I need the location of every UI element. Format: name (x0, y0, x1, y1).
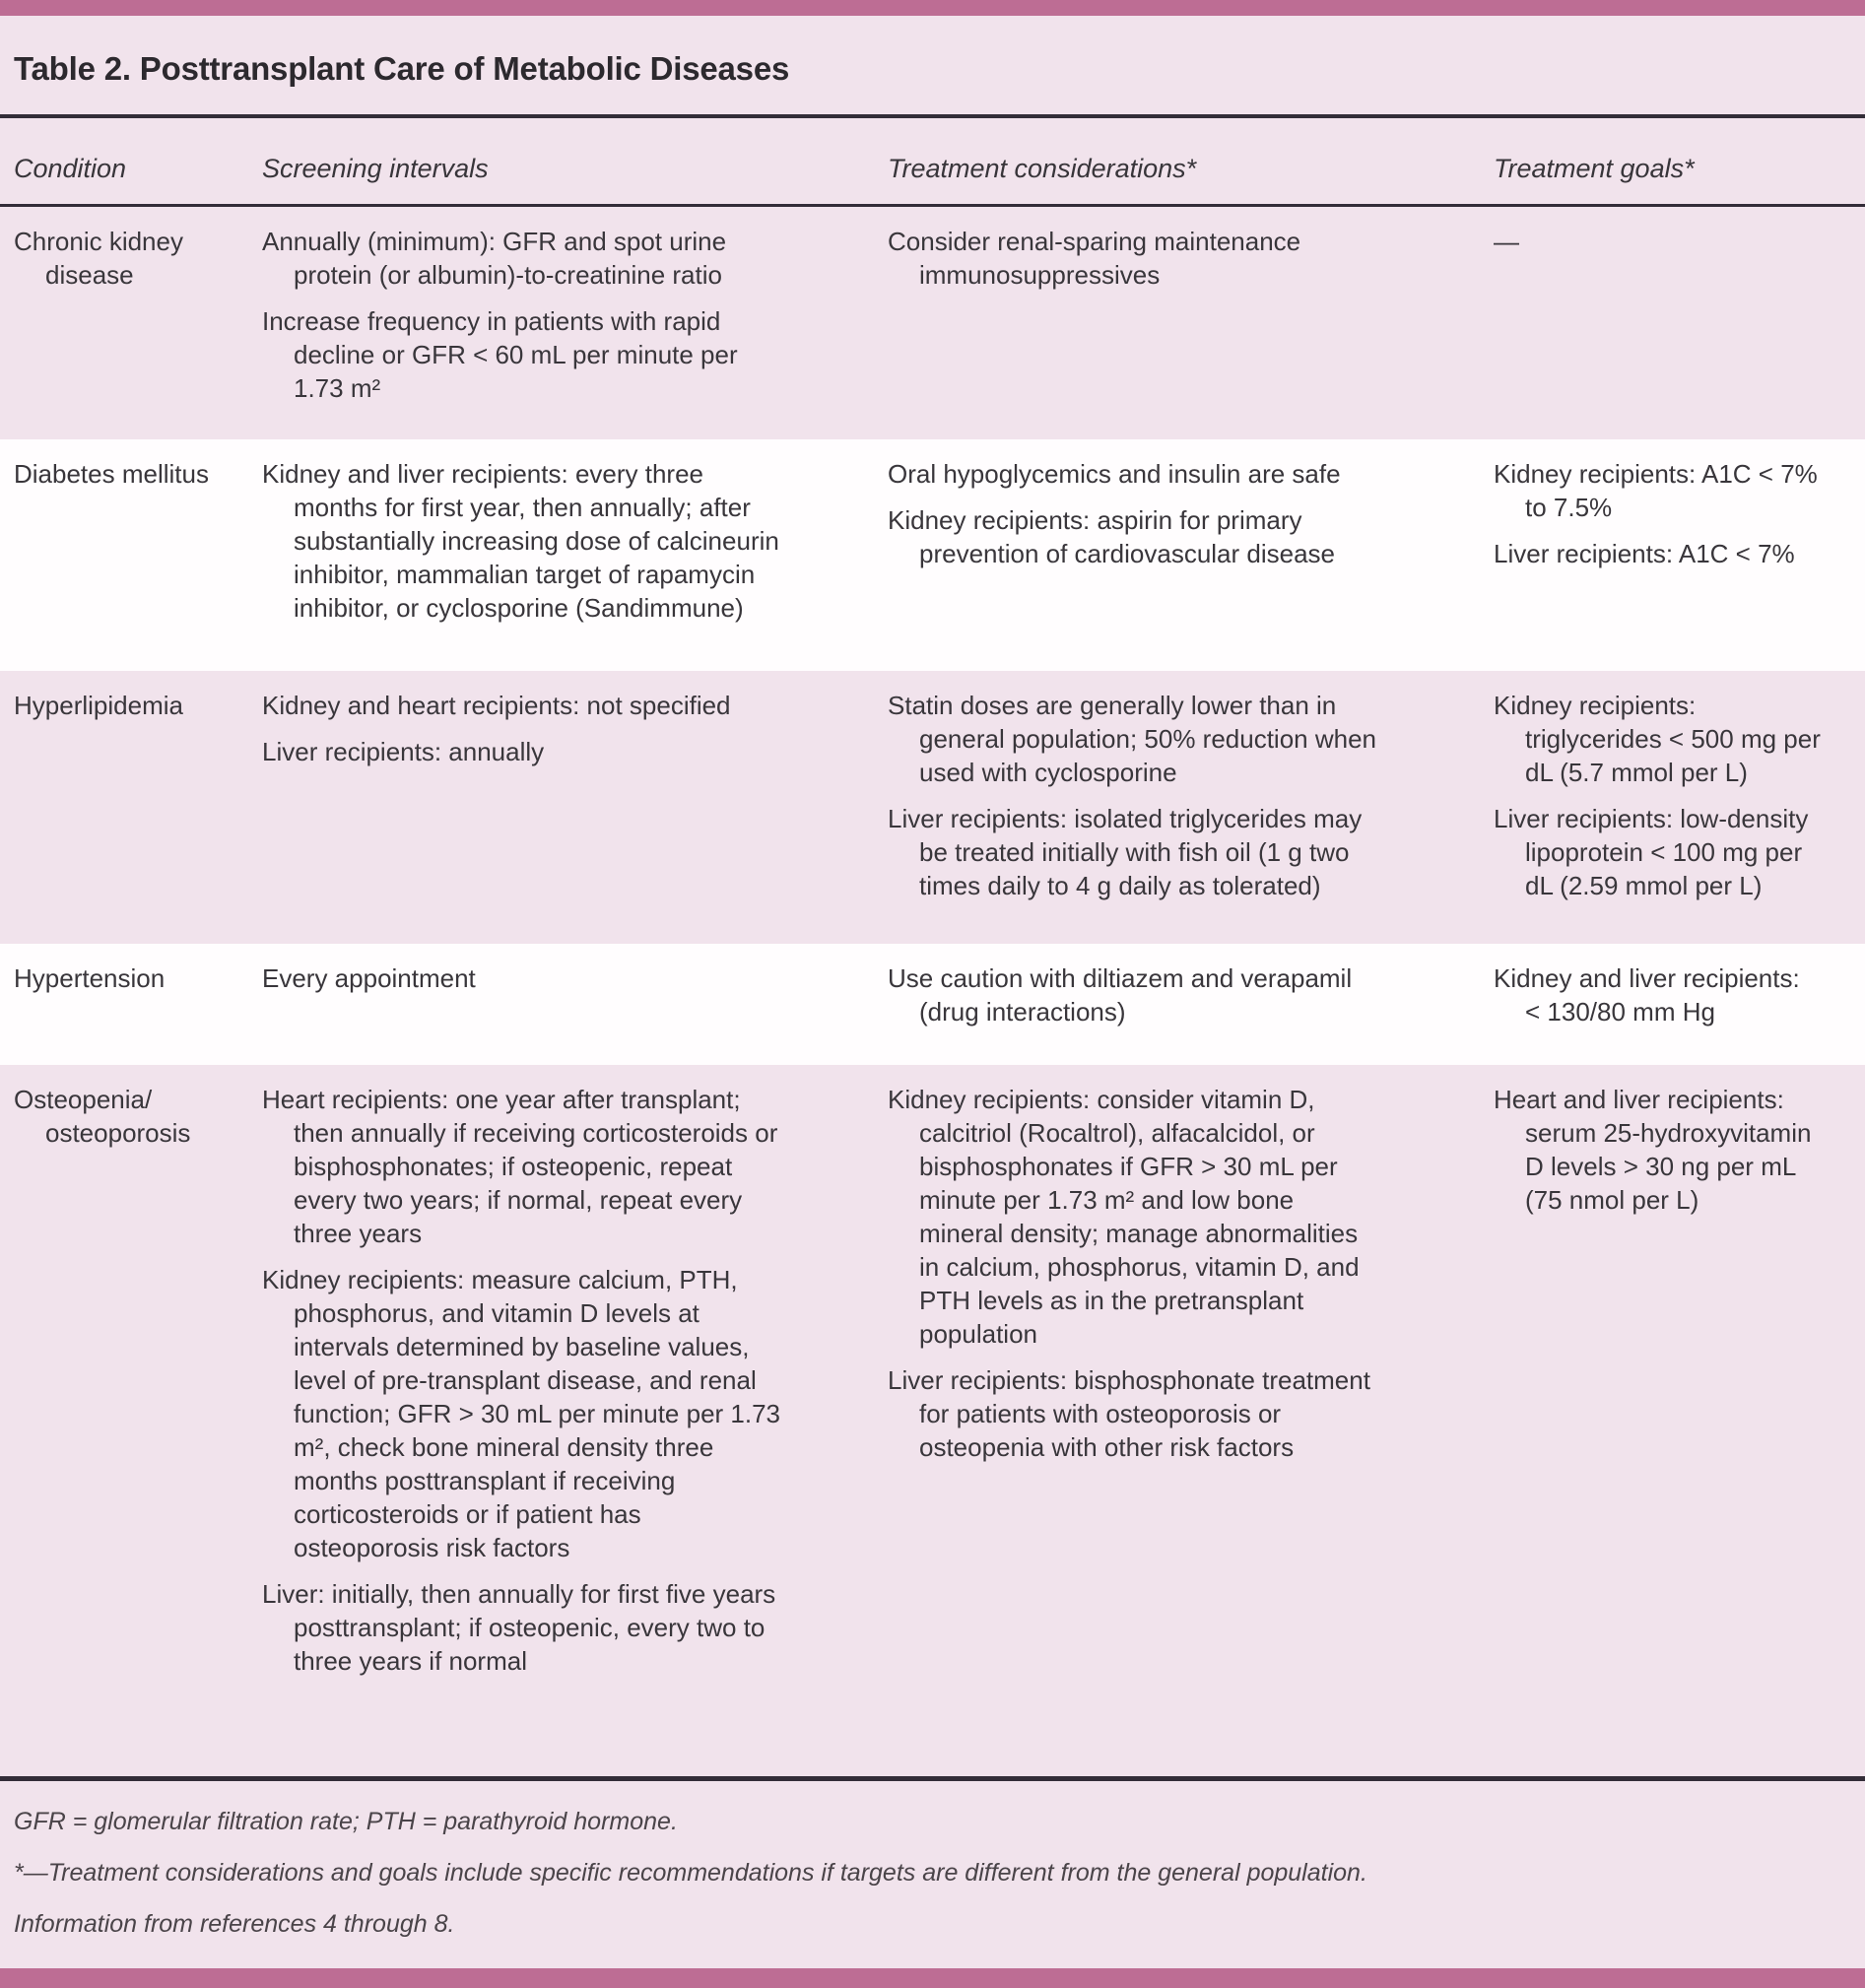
footnotes: GFR = glomerular filtration rate; PTH = … (0, 1781, 1865, 1970)
table-row-chronic-kidney-disease: Chronic kidney disease Annually (minimum… (0, 207, 1865, 439)
cell-screening-intervals: Kidney and heart recipients: not specifi… (262, 671, 888, 944)
cell-paragraph: Liver recipients: annually (262, 737, 545, 766)
cell-treatment-goals: — (1494, 207, 1857, 439)
condition-label: Osteopenia/​osteoporosis (14, 1085, 191, 1148)
condition-label: Diabetes mellitus (14, 459, 209, 489)
cell-condition: Hyperlipidemia (14, 671, 262, 944)
condition-label: Hyperlipidemia (14, 691, 183, 720)
top-accent-bar (0, 0, 1865, 16)
cell-treatment-goals: Kidney recipients: triglycerides < 500 m… (1494, 671, 1857, 944)
cell-screening-intervals: Heart recipients: one year after transpl… (262, 1065, 888, 1776)
title-divider (0, 114, 1865, 118)
cell-paragraph: Heart and liver recipients: serum 25-hyd… (1494, 1085, 1812, 1215)
cell-paragraph: Kidney recipients: aspirin for primary p… (888, 505, 1336, 568)
condition-label: Hypertension (14, 963, 166, 993)
table-row-hypertension: Hypertension Every appointment Use cauti… (0, 944, 1865, 1065)
footnote-abbreviations: GFR = glomerular filtration rate; PTH = … (14, 1808, 678, 1835)
column-header-treatment-goals: Treatment goals* (1494, 154, 1695, 183)
cell-paragraph: Liver recipients: isolated triglycerides… (888, 804, 1363, 900)
cell-treatment-considerations: Statin doses are generally lower than in… (888, 671, 1494, 944)
cell-screening-intervals: Annually (minimum): GFR and spot urine p… (262, 207, 888, 439)
cell-paragraph: Use caution with diltiazem and verapamil… (888, 963, 1353, 1027)
bottom-accent-bar (0, 1968, 1865, 1988)
cell-paragraph: Increase frequency in patients with rapi… (262, 306, 738, 403)
cell-treatment-considerations: Oral hypoglycemics and insulin are safe … (888, 439, 1494, 671)
cell-paragraph: — (1494, 227, 1519, 256)
cell-screening-intervals: Every appointment (262, 944, 888, 1065)
cell-treatment-goals: Heart and liver recipients: serum 25-hyd… (1494, 1065, 1857, 1776)
cell-paragraph: Kidney recipients: measure calcium, PTH,… (262, 1265, 781, 1562)
cell-paragraph: Liver recipients: low-density lipoprotei… (1494, 804, 1809, 900)
cell-paragraph: Kidney recipients: A1C < 7% to 7.5% (1494, 459, 1818, 522)
table-row-osteopenia-osteoporosis: Osteopenia/​osteoporosis Heart recipient… (0, 1065, 1865, 1776)
footnote-source: Information from references 4 through 8. (14, 1910, 455, 1938)
cell-paragraph: Annually (minimum): GFR and spot urine p… (262, 227, 727, 290)
footer-divider (0, 1776, 1865, 1781)
cell-treatment-considerations: Consider renal-sparing maintenance immun… (888, 207, 1494, 439)
cell-condition: Chronic kidney disease (14, 207, 262, 439)
cell-treatment-goals: Kidney and liver recipients: < 130/80 mm… (1494, 944, 1857, 1065)
table-header-row: Condition Screening intervals Treatment … (0, 118, 1865, 204)
table-row-hyperlipidemia: Hyperlipidemia Kidney and heart recipien… (0, 671, 1865, 944)
cell-paragraph: Every appointment (262, 963, 476, 993)
cell-condition: Diabetes mellitus (14, 439, 262, 671)
column-header-treatment-considerations: Treatment considerations* (888, 154, 1197, 183)
cell-paragraph: Heart recipients: one year after transpl… (262, 1085, 778, 1248)
cell-condition: Osteopenia/​osteoporosis (14, 1065, 262, 1776)
cell-paragraph: Consider renal-sparing maintenance immun… (888, 227, 1301, 290)
cell-paragraph: Liver recipients: bisphosphonate treatme… (888, 1365, 1370, 1462)
table-title: Table 2. Posttransplant Care of Metaboli… (14, 50, 790, 87)
cell-paragraph: Liver: initially, then annually for firs… (262, 1579, 776, 1676)
cell-paragraph: Oral hypoglycemics and insulin are safe (888, 459, 1341, 489)
cell-treatment-considerations: Use caution with diltiazem and verapamil… (888, 944, 1494, 1065)
footnote-asterisk: *—Treatment considerations and goals inc… (14, 1859, 1367, 1887)
cell-screening-intervals: Kidney and liver recipients: every three… (262, 439, 888, 671)
condition-label: Chronic kidney disease (14, 227, 183, 290)
cell-treatment-goals: Kidney recipients: A1C < 7% to 7.5% Live… (1494, 439, 1857, 671)
column-header-screening-intervals: Screening intervals (262, 154, 489, 183)
cell-paragraph: Kidney and heart recipients: not specifi… (262, 691, 731, 720)
cell-treatment-considerations: Kidney recipients: consider vitamin D, c… (888, 1065, 1494, 1776)
cell-paragraph: Kidney recipients: consider vitamin D, c… (888, 1085, 1360, 1349)
title-area: Table 2. Posttransplant Care of Metaboli… (0, 16, 1865, 114)
cell-paragraph: Kidney recipients: triglycerides < 500 m… (1494, 691, 1821, 787)
header-divider (0, 204, 1865, 207)
cell-paragraph: Statin doses are generally lower than in… (888, 691, 1377, 787)
table-row-diabetes-mellitus: Diabetes mellitus Kidney and liver recip… (0, 439, 1865, 671)
cell-condition: Hypertension (14, 944, 262, 1065)
cell-paragraph: Kidney and liver recipients: every three… (262, 459, 779, 623)
cell-paragraph: Liver recipients: A1C < 7% (1494, 539, 1795, 568)
cell-paragraph: Kidney and liver recipients: < 130/80 mm… (1494, 963, 1800, 1027)
column-header-condition: Condition (14, 154, 127, 183)
